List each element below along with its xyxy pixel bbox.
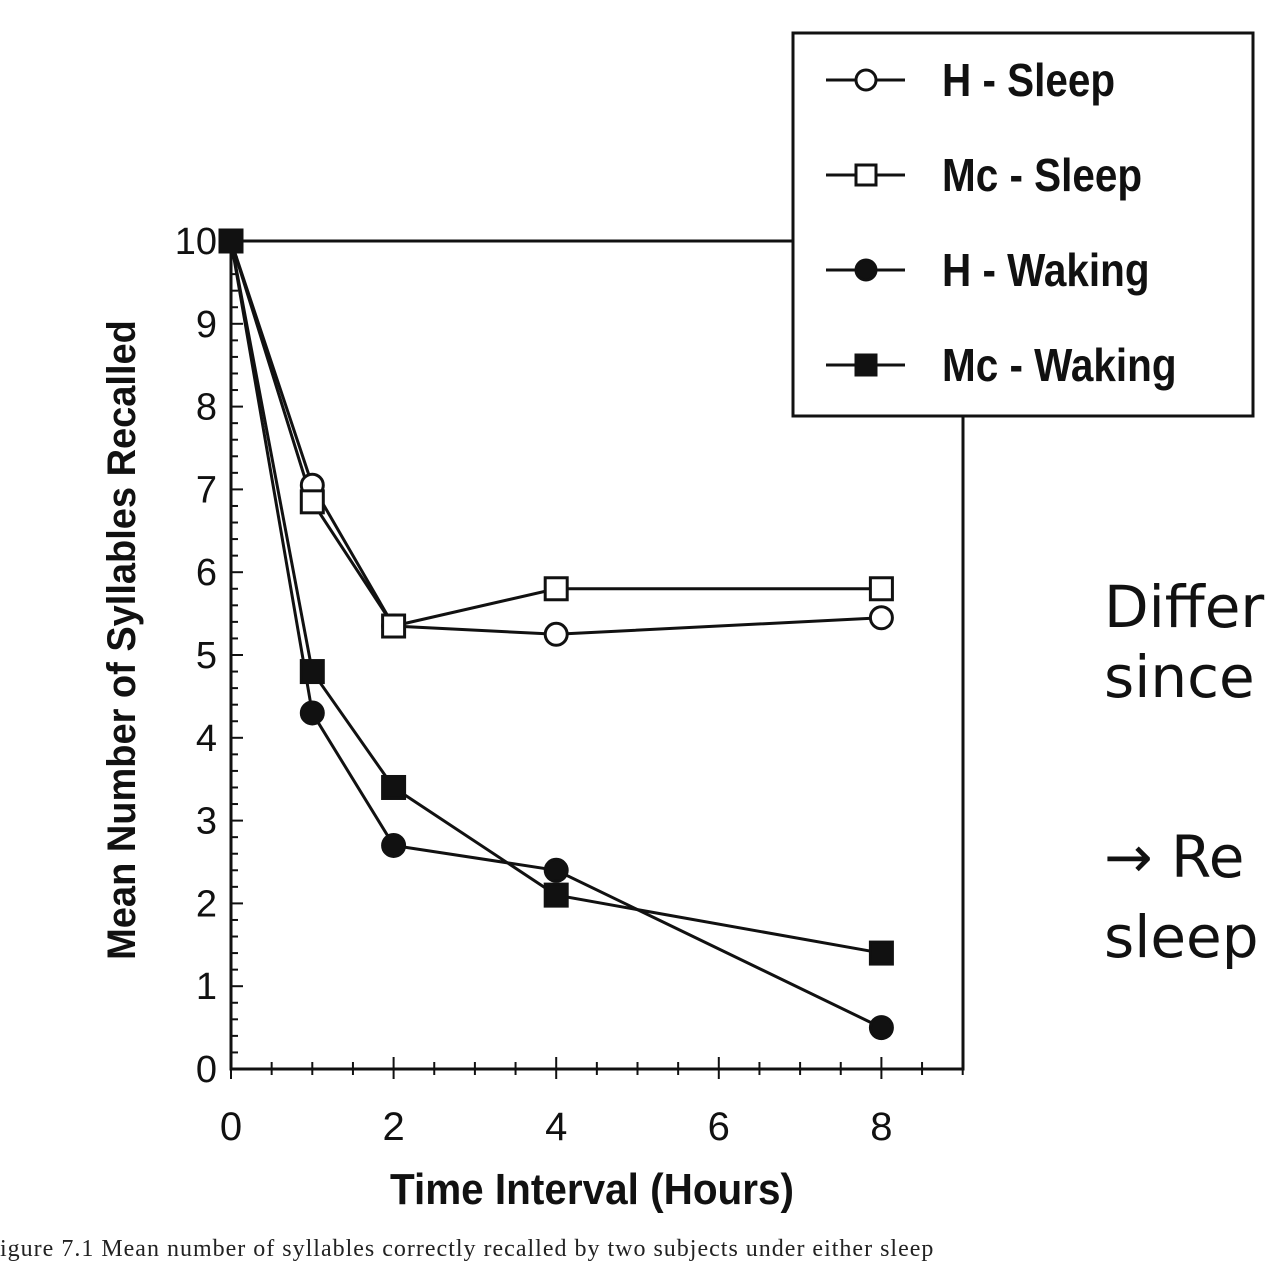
slide-text-line-1: Differ [1104,573,1265,641]
legend-box [791,31,1255,418]
legend-label: Mc - Waking [942,341,1177,392]
legend-label: H - Sleep [942,56,1115,107]
x-tick-label: 4 [545,1105,567,1149]
x-axis-title: Time Interval (Hours) [390,1164,794,1213]
legend-label: H - Waking [942,246,1150,297]
y-tick-label: 4 [196,718,217,760]
series-line [229,240,882,636]
legend: H - Sleep Mc - Sleep H - Waking Mc - Waking [791,31,1255,418]
data-point [299,659,325,685]
y-tick-label: 10 [175,221,217,263]
axis-tick-labels: 0 1 2 3 4 5 6 7 8 9 10 0 2 4 6 8 [175,221,893,1149]
y-axis-title: Mean Number of Syllables Recalled [100,320,144,960]
data-point [543,576,569,602]
slide-text-line-3: → Re [1104,828,1244,886]
data-point [868,605,894,631]
x-tick-label: 0 [220,1105,242,1149]
y-tick-label: 6 [196,552,217,594]
data-point [868,1015,894,1041]
legend-label: Mc - Sleep [942,151,1142,202]
legend-marker [854,258,878,282]
y-tick-label: 8 [196,387,217,429]
slide-text-line-2: since [1104,643,1255,711]
y-tick-label: 5 [196,635,217,677]
data-point [543,857,569,883]
slide-text-line-3-word: Re [1171,823,1245,891]
data-point [218,228,244,254]
y-tick-label: 1 [196,966,217,1008]
y-tick-label: 0 [196,1049,217,1091]
legend-marker [854,163,878,187]
data-point [543,882,569,908]
axis-ticks [230,240,964,1079]
data-point [299,700,325,726]
series-line [229,240,882,628]
y-tick-label: 2 [196,883,217,925]
data-point [868,576,894,602]
data-point [543,621,569,647]
y-tick-label: 7 [196,469,217,511]
data-point [868,940,894,966]
legend-marker [854,353,878,377]
slide-text-line-4: sleep [1104,903,1259,971]
y-tick-label: 9 [196,304,217,346]
data-point [381,613,407,639]
data-point [381,774,407,800]
figure-caption: igure 7.1 Mean number of syllables corre… [0,1236,935,1262]
series-markers [218,228,894,1041]
data-point [299,489,325,515]
x-tick-label: 2 [382,1105,404,1149]
x-tick-label: 8 [870,1105,892,1149]
arrow-icon: → [1104,823,1153,891]
x-tick-label: 6 [708,1105,730,1149]
y-tick-label: 3 [196,801,217,843]
legend-marker [854,68,878,92]
data-point [381,832,407,858]
